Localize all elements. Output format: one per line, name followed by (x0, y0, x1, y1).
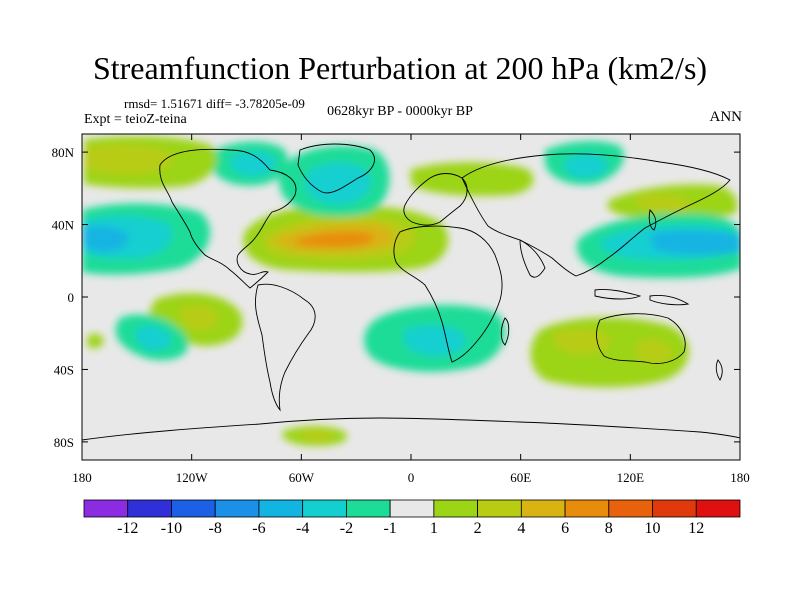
colorbar-label: -6 (252, 520, 265, 537)
colorbar-box (258, 499, 304, 518)
coast-japan (648, 209, 657, 231)
colorbar-box (345, 499, 391, 518)
coast-antarctica (82, 417, 740, 441)
coast-india (519, 239, 546, 278)
lat-tick-label: 80N (52, 145, 75, 160)
period-label: 0628kyr BP - 0000kyr BP (327, 104, 473, 119)
lon-tick-label: 60W (289, 470, 315, 485)
coast-madagascar (500, 317, 510, 346)
colorbar-box (608, 499, 653, 518)
experiment-label: Expt = teioZ-teina (84, 112, 187, 127)
lon-tick-label: 60E (510, 470, 531, 485)
colorbar-label: -4 (296, 520, 309, 537)
colorbar-box (652, 499, 697, 518)
colorbar-label: 12 (688, 520, 704, 537)
lat-tick-label: 80S (54, 435, 74, 450)
colorbar-label: 2 (474, 520, 482, 537)
coast-new-zealand (715, 359, 723, 381)
colorbar-label: 4 (517, 520, 525, 537)
colorbar-label: -10 (161, 520, 182, 537)
coast-australia (596, 313, 686, 364)
lat-tick-label: 40S (54, 362, 74, 377)
colorbar-box (214, 499, 260, 518)
colorbar-label: -8 (209, 520, 222, 537)
coast-europe (403, 173, 468, 226)
colorbar-box (302, 499, 347, 518)
lon-tick-label: 120E (617, 470, 645, 485)
coast-south-america (255, 283, 316, 412)
season-label: ANN (709, 109, 743, 125)
colorbar-label: -2 (340, 520, 353, 537)
latitude-axis: 80N 40N 0 40S 80S (52, 145, 740, 450)
coast-north-america (159, 148, 297, 289)
lat-tick-label: 40N (52, 218, 75, 233)
colorbar-label: 8 (605, 520, 613, 537)
contour-fills (82, 136, 740, 446)
coastlines (82, 143, 740, 441)
colorbar-box (433, 499, 479, 518)
colorbar-box (171, 499, 216, 518)
lon-tick-label: 180 (730, 470, 750, 485)
colorbar-box (127, 499, 172, 518)
colorbar-box (520, 499, 566, 518)
colorbar-label: 10 (645, 520, 661, 537)
lat-tick-label: 0 (68, 290, 75, 305)
plot-title: Streamfunction Perturbation at 200 hPa (… (92, 50, 708, 86)
colorbar-box (389, 499, 435, 518)
colorbar-box (695, 499, 741, 518)
lon-tick-label: 180 (72, 470, 92, 485)
coast-africa (393, 225, 503, 363)
colorbar-label: 6 (561, 520, 569, 537)
stats-line: rmsd= 1.51671 diff= -3.78205e-09 (124, 96, 305, 111)
coast-indonesia (594, 289, 642, 300)
colorbar-label: -1 (383, 520, 396, 537)
coast-new-guinea (649, 295, 690, 306)
colorbar-box (477, 499, 522, 518)
lon-tick-label: 0 (408, 470, 415, 485)
colorbar-label: -12 (117, 520, 138, 537)
longitude-axis: 180 120W 60W 0 60E 120E 180 (72, 134, 750, 485)
colorbar-box (564, 499, 610, 518)
coast-greenland (297, 143, 375, 194)
colorbar: -12 -10 -8 -6 -4 -2 -1 1 2 4 6 8 10 12 (83, 499, 741, 537)
colorbar-box (83, 499, 129, 518)
colorbar-label: 1 (430, 520, 438, 537)
lon-tick-label: 120W (176, 470, 209, 485)
